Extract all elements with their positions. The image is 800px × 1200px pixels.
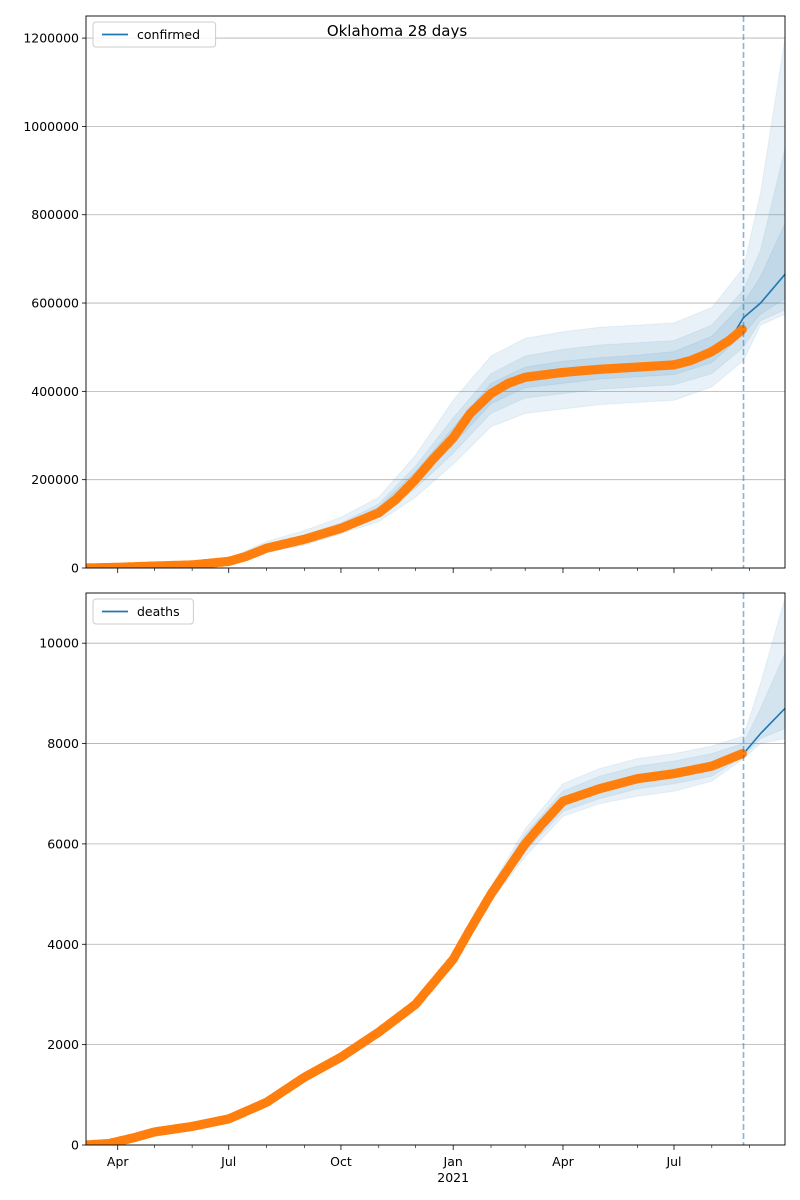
- y-tick-label: 0: [71, 561, 79, 576]
- legend-box: [92, 598, 194, 625]
- y-tick-label: 600000: [31, 296, 79, 311]
- confirmed-observed-point: [737, 324, 747, 335]
- deaths-legend: deaths: [92, 598, 194, 625]
- x-tick-sublabel: 2021: [437, 1170, 469, 1185]
- figure-title: Oklahoma 28 days: [327, 22, 468, 40]
- y-tick-label: 1200000: [23, 31, 79, 46]
- y-tick-label: 400000: [31, 384, 79, 399]
- x-tick-label: Apr: [552, 1154, 574, 1169]
- axes-frame: [85, 15, 786, 569]
- uncertainty-band: [452, 652, 785, 964]
- x-tick-label: Jul: [220, 1154, 236, 1169]
- legend-label: deaths: [137, 604, 180, 619]
- y-tick-label: 10000: [39, 636, 79, 651]
- y-tick-label: 2000: [47, 1037, 79, 1052]
- x-tick-label: Jan: [443, 1154, 463, 1169]
- x-tick-label: Apr: [107, 1154, 129, 1169]
- y-tick-label: 0: [71, 1138, 79, 1153]
- y-tick-label: 6000: [47, 836, 79, 851]
- legend-label: confirmed: [137, 27, 200, 42]
- y-tick-label: 1000000: [23, 119, 79, 134]
- plot-area: [86, 597, 785, 1145]
- deaths-panel: 0 2000 4000 6000 8000 10000 deaths: [39, 592, 786, 1153]
- x-tick-label: Jul: [665, 1154, 681, 1169]
- legend-box: [92, 21, 217, 48]
- deaths-observed-point: [737, 749, 747, 759]
- y-tick-label: 8000: [47, 736, 79, 751]
- plot-area: [86, 38, 785, 568]
- confirmed-model-line: [86, 273, 785, 568]
- x-tick-label: Oct: [330, 1154, 352, 1169]
- y-tick-label: 800000: [31, 207, 79, 222]
- confirmed-panel: 0 200000 400000 600000 800000 1000000 1200000 c…: [23, 15, 786, 576]
- confirmed-legend: confirmed: [92, 21, 217, 48]
- axes-frame: [85, 592, 786, 1146]
- y-tick-label: 4000: [47, 937, 79, 952]
- y-tick-label: 200000: [31, 472, 79, 487]
